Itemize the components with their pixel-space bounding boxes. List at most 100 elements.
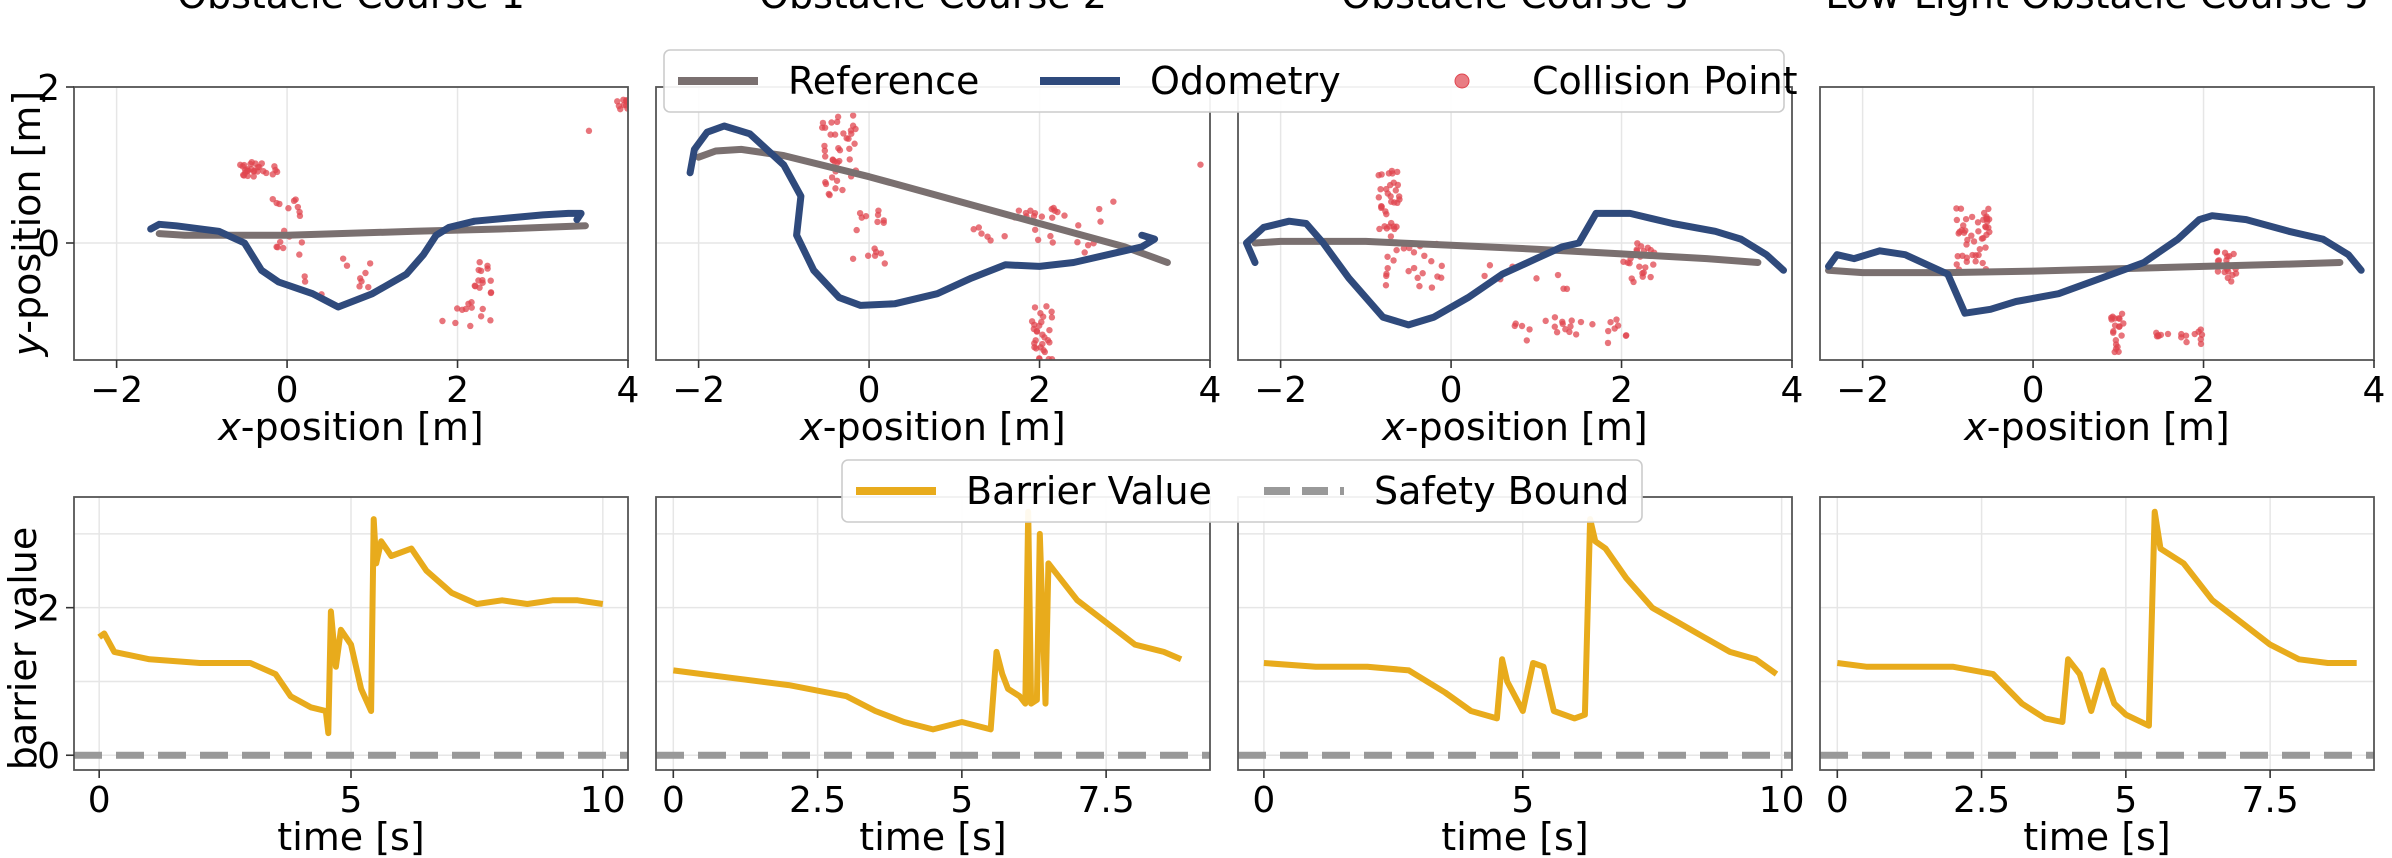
y-axis-label: y-position [m] [5, 91, 49, 357]
collision-point [834, 159, 841, 166]
x-tick-label: 2 [1610, 370, 1633, 411]
collision-point [296, 208, 303, 216]
panel-title: Obstacle Course 2 [759, 0, 1107, 17]
collision-point [1954, 252, 1961, 260]
x-tick-label: 5 [950, 780, 973, 821]
collision-point [1047, 232, 1054, 240]
collision-point [1096, 205, 1103, 213]
collision-point [1081, 249, 1088, 256]
collision-point [1410, 264, 1418, 272]
collision-point [1428, 284, 1436, 291]
x-axis-label: time [s] [1441, 815, 1588, 858]
collision-point [1405, 267, 1412, 275]
collision-point [1097, 218, 1104, 225]
x-tick-label: −2 [1836, 370, 1889, 411]
collision-point [851, 140, 858, 147]
plot-area [656, 508, 1210, 759]
collision-point [477, 313, 485, 320]
collision-point [279, 244, 287, 252]
x-axis-label: time [s] [277, 815, 424, 858]
collision-point [624, 105, 628, 112]
collision-point [1975, 228, 1982, 235]
collision-point [1382, 282, 1390, 289]
legend-marker-collision [1454, 73, 1470, 89]
collision-point [2153, 333, 2161, 340]
collision-point [834, 113, 842, 121]
collision-point [1061, 212, 1068, 219]
collision-point [1604, 339, 1612, 347]
collision-point [1542, 317, 1549, 325]
x-tick-label: 2.5 [789, 780, 846, 821]
x-tick-label: 10 [1759, 780, 1805, 821]
collision-point [1394, 199, 1401, 207]
collision-point [2197, 326, 2204, 333]
collision-point [2213, 248, 2221, 256]
collision-point [615, 102, 623, 110]
y-tick-label: 0 [37, 224, 60, 265]
legend-frame [663, 49, 1785, 113]
collision-point [343, 262, 351, 269]
collision-point [269, 195, 276, 203]
collision-point [874, 218, 881, 226]
collision-point [2183, 338, 2190, 346]
collision-point [1421, 252, 1428, 260]
x-axis-label-unit: -position [m] [1987, 405, 2230, 449]
collision-point [1607, 318, 1614, 326]
axes-frame [1819, 496, 2375, 771]
collision-point [477, 267, 485, 275]
collision-point [970, 226, 977, 233]
collision-point [250, 168, 257, 175]
x-tick-label: 2 [446, 370, 469, 411]
collision-point [1636, 263, 1643, 270]
x-tick-label: 2.5 [1953, 780, 2010, 821]
collision-point [1390, 257, 1397, 264]
collision-point [250, 173, 257, 180]
x-axis-label-unit: -position [m] [1405, 405, 1648, 449]
collision-point [1044, 336, 1052, 344]
collision-point [1512, 320, 1519, 327]
legend-frame [841, 459, 1643, 523]
collision-point [452, 319, 459, 327]
collision-point [1001, 232, 1008, 240]
collision-point [2221, 249, 2229, 256]
x-axis-label: x-position [m] [1963, 405, 2229, 449]
panel-barrier-1: 0 5 10 0 2 time [s] barrier value [1, 496, 629, 858]
collision-point [1387, 219, 1395, 227]
collision-point [252, 160, 259, 167]
collision-point [1033, 328, 1041, 335]
collision-point [1986, 228, 1993, 236]
barrier-value-line [97, 516, 604, 737]
collision-point [276, 238, 284, 246]
panel-barrier-2: 0 2.5 5 7.5 time [s] [655, 496, 1211, 858]
collision-point [1381, 223, 1388, 230]
collision-point [848, 130, 855, 137]
collision-point [2118, 310, 2126, 317]
collision-point [476, 258, 483, 266]
legend-label: Odometry [1150, 59, 1341, 103]
collision-point [822, 179, 829, 186]
x-tick-label: 0 [88, 780, 111, 821]
collision-point [1378, 204, 1385, 212]
collision-point [1968, 232, 1975, 239]
collision-point [2223, 257, 2230, 264]
collision-point [458, 306, 466, 313]
collision-point [840, 130, 847, 137]
collision-point [1040, 347, 1047, 354]
collision-point [1438, 262, 1445, 270]
collision-point [1523, 337, 1531, 344]
collision-point [1979, 234, 1987, 242]
collision-point [975, 224, 983, 231]
collision-point [1963, 241, 1970, 248]
collision-point [1049, 214, 1056, 221]
x-axis-label-var: x [1963, 405, 1987, 449]
collision-point [1634, 240, 1641, 247]
collision-point [1015, 207, 1023, 214]
collision-point [1963, 254, 1971, 261]
x-tick-label: 0 [1440, 370, 1463, 411]
collision-point [2110, 329, 2117, 336]
collision-point [1970, 238, 1978, 245]
collision-point [1048, 308, 1055, 315]
x-tick-label: 0 [858, 370, 881, 411]
collision-point [274, 244, 281, 251]
collision-point [833, 118, 841, 126]
